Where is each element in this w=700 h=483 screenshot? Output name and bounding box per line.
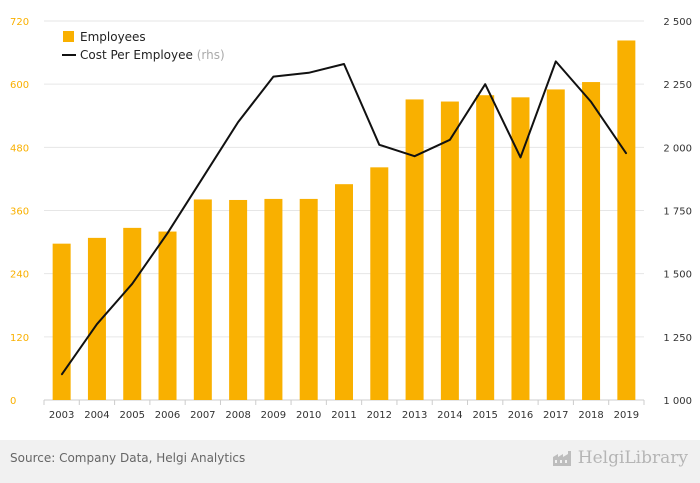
point-cost-per-employee	[484, 83, 486, 85]
legend-label-cost-per-employee: Cost Per Employee (rhs)	[80, 48, 225, 62]
bar-employees	[229, 199, 248, 400]
point-cost-per-employee	[61, 374, 63, 376]
line-series-cost-per-employee	[60, 60, 628, 376]
y-left-tick-label: 360	[10, 207, 29, 218]
y-right-tick-label: 1 750	[663, 207, 692, 218]
x-tick-label: 2018	[578, 410, 603, 421]
bar-employees	[158, 231, 177, 400]
x-tick-label: 2012	[367, 410, 392, 421]
x-tick-label: 2010	[296, 410, 321, 421]
point-cost-per-employee	[378, 144, 380, 146]
bar-employees	[511, 97, 530, 400]
bar-employees	[123, 227, 142, 400]
chart: 0 1 000 120 1 250 240 1 500 360 1 750 480 2 000 60…	[10, 17, 692, 421]
x-tick-label: 2004	[84, 410, 109, 421]
point-cost-per-employee	[555, 60, 557, 62]
bar-employees	[440, 101, 459, 400]
x-tick-label: 2007	[190, 410, 215, 421]
y-left-tick-label: 240	[10, 270, 29, 281]
x-tick-label: 2017	[543, 410, 568, 421]
bar-series-employees	[52, 40, 636, 401]
point-cost-per-employee	[96, 323, 98, 325]
y-right-tick-label: 1 250	[663, 333, 692, 344]
point-cost-per-employee	[202, 177, 204, 179]
point-cost-per-employee	[167, 232, 169, 234]
footer: Source: Company Data, Helgi Analytics He…	[0, 440, 700, 483]
axes: 0 1 000 120 1 250 240 1 500 360 1 750 480 2 000 60…	[10, 17, 692, 421]
y-right-tick-label: 1 500	[663, 270, 692, 281]
y-right-tick-label: 2 500	[663, 17, 692, 28]
legend-swatch-employees	[63, 31, 74, 42]
point-cost-per-employee	[414, 155, 416, 157]
y-left-tick-label: 600	[10, 80, 29, 91]
source-note: Source: Company Data, Helgi Analytics	[10, 451, 246, 465]
legend: Employees Cost Per Employee (rhs)	[62, 30, 225, 62]
bar-employees	[582, 82, 601, 401]
legend-rhs-suffix: (rhs)	[197, 48, 225, 62]
x-tick-label: 2015	[472, 410, 497, 421]
x-tick-label: 2006	[155, 410, 180, 421]
y-right-tick-label: 2 000	[663, 143, 692, 154]
point-cost-per-employee	[590, 101, 592, 103]
point-cost-per-employee	[519, 156, 521, 158]
point-cost-per-employee	[272, 76, 274, 78]
point-cost-per-employee	[308, 72, 310, 74]
bar-employees	[405, 99, 424, 400]
bar-employees	[264, 198, 283, 400]
bar-employees	[335, 184, 353, 400]
x-tick-label: 2003	[49, 410, 74, 421]
y-right-tick-label: 1 000	[663, 396, 692, 407]
bar-employees	[617, 40, 636, 401]
x-tick-label: 2009	[261, 410, 286, 421]
bar-employees	[546, 89, 565, 401]
x-tick-label: 2019	[614, 410, 639, 421]
point-cost-per-employee	[343, 63, 345, 65]
bar-employees	[52, 243, 71, 400]
bar-employees	[87, 237, 106, 400]
bar-employees	[299, 198, 318, 400]
helgi-library-logo: HelgiLibrary	[552, 448, 688, 468]
x-tick-label: 2014	[437, 410, 462, 421]
bar-employees	[370, 167, 389, 400]
point-cost-per-employee	[237, 121, 239, 123]
legend-label-employees: Employees	[80, 30, 146, 44]
y-left-tick-label: 720	[10, 17, 29, 28]
x-tick-label: 2005	[120, 410, 145, 421]
point-cost-per-employee	[449, 139, 451, 141]
point-cost-per-employee	[625, 153, 627, 155]
logo-text: HelgiLibrary	[577, 448, 688, 468]
factory-icon	[552, 451, 571, 466]
point-cost-per-employee	[131, 283, 133, 285]
y-right-tick-label: 2 250	[663, 80, 692, 91]
x-tick-label: 2011	[331, 410, 356, 421]
y-left-tick-label: 120	[10, 333, 29, 344]
y-left-tick-label: 0	[10, 396, 16, 407]
bar-employees	[193, 199, 212, 400]
x-tick-label: 2008	[225, 410, 250, 421]
bar-employees	[476, 95, 495, 401]
x-tick-label: 2013	[402, 410, 427, 421]
x-tick-label: 2016	[508, 410, 533, 421]
y-left-tick-label: 480	[10, 143, 29, 154]
